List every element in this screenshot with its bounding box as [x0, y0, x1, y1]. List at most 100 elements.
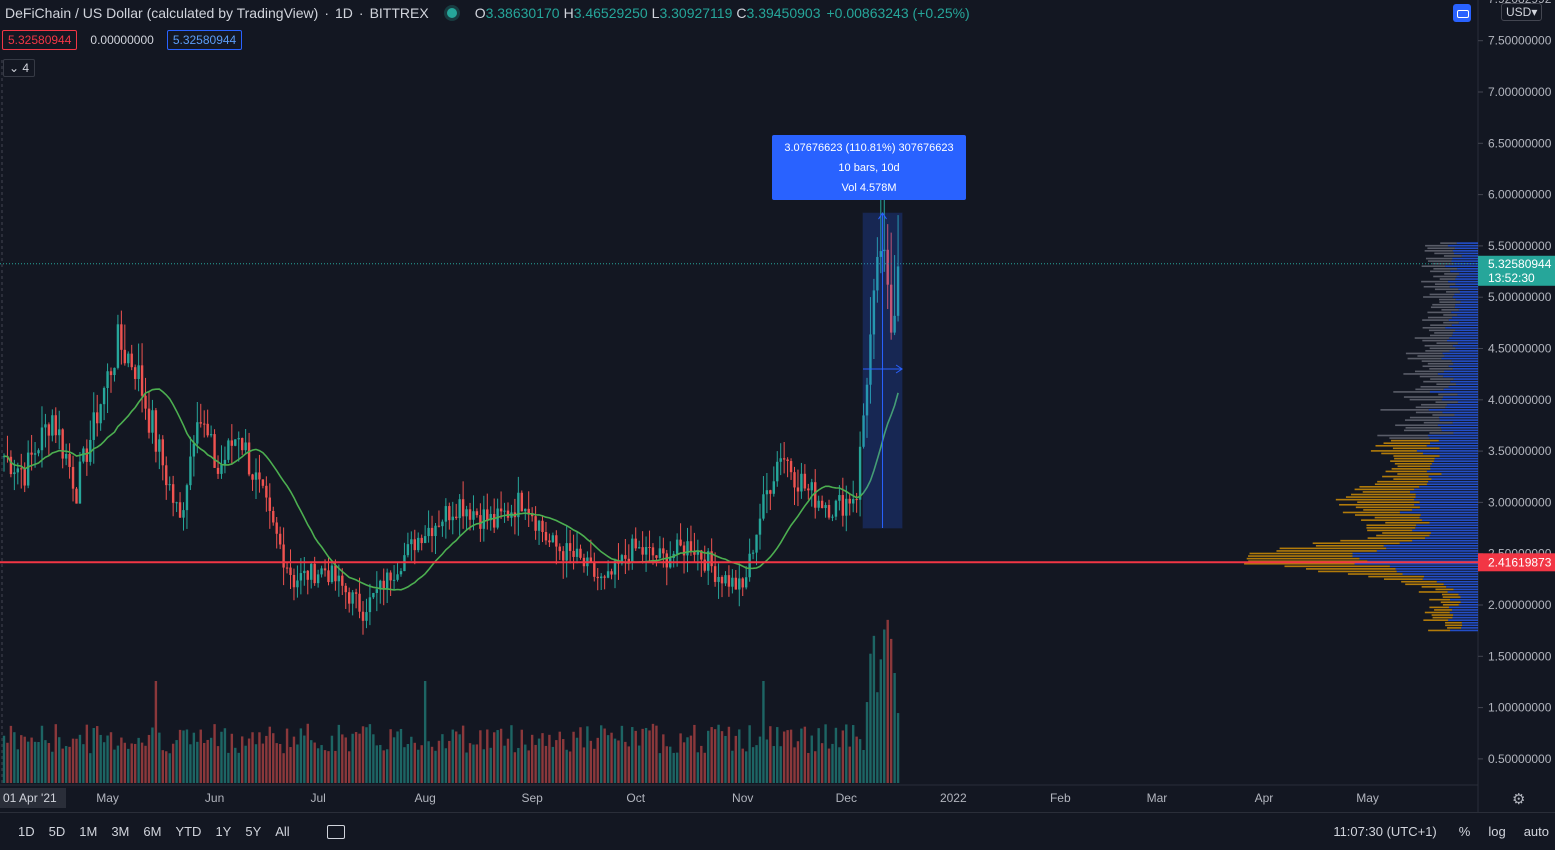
gear-icon[interactable]: ⚙ — [1512, 791, 1526, 808]
profile-bar-down — [1447, 627, 1462, 629]
profile-bar-up — [1459, 291, 1478, 293]
candle-body — [140, 365, 144, 396]
volume-bar — [489, 747, 492, 783]
profile-bar-down — [1420, 385, 1449, 388]
volume-bar — [637, 745, 641, 783]
profile-bar-up — [1415, 493, 1478, 496]
timeframe-3m[interactable]: 3M — [111, 824, 130, 839]
auto-toggle[interactable]: auto — [1523, 824, 1549, 839]
candle-body — [306, 570, 309, 580]
candle-body — [606, 571, 610, 578]
candle-body — [883, 249, 886, 252]
candle-body — [651, 547, 655, 556]
volume-bar — [631, 727, 634, 783]
candle-body — [820, 500, 824, 509]
candle-body — [461, 499, 465, 517]
profile-bar-up — [1448, 365, 1478, 368]
candle-body — [192, 443, 196, 457]
x-tick-label: May — [1356, 791, 1379, 805]
interval-label[interactable]: 1D — [335, 5, 353, 21]
volume-bar — [724, 735, 727, 783]
candle-body — [147, 408, 151, 433]
price-axis[interactable]: 7.50000000 7.00000000 6.50000000 6.00000000… — [1478, 0, 1552, 766]
volume-bar — [365, 727, 368, 783]
percent-toggle[interactable]: % — [1458, 824, 1471, 839]
candle-body — [51, 415, 54, 436]
volume-bar — [869, 653, 872, 783]
calendar-icon[interactable] — [326, 824, 345, 839]
candle-body — [151, 410, 154, 433]
bottom-toolbar: 1D 5D 1M 3M 6M YTD 1Y 5Y All 11:07:30 (UTC+1) % … — [0, 812, 1555, 850]
volume-bar — [99, 734, 102, 783]
timeframe-ytd[interactable]: YTD — [175, 824, 202, 839]
profile-bar-down — [1363, 509, 1412, 511]
candle-body — [751, 552, 755, 554]
profile-bar-down — [1423, 296, 1453, 298]
profile-bar-down — [1351, 493, 1416, 496]
volume-bar — [247, 738, 251, 783]
candle-body — [178, 502, 182, 518]
volume-bar — [123, 742, 127, 783]
candle-body — [862, 415, 865, 447]
candle-body — [558, 546, 561, 552]
candle-body — [834, 500, 838, 517]
profile-bar-down — [1439, 301, 1461, 303]
clock-label[interactable]: 11:07:30 (UTC+1) — [1333, 824, 1437, 839]
timeframe-all[interactable]: All — [275, 824, 290, 839]
profile-bar-up — [1444, 355, 1478, 357]
profile-bar-down — [1370, 450, 1417, 452]
timeframe-1m[interactable]: 1M — [79, 824, 98, 839]
candle-body — [261, 479, 265, 486]
candle-body — [220, 464, 223, 474]
volume-bar — [634, 730, 637, 783]
x-tick-label: Oct — [626, 791, 645, 805]
candle-body — [64, 454, 68, 459]
volume-bar — [717, 724, 720, 783]
candle-body — [165, 465, 168, 486]
timeframe-1d[interactable]: 1D — [18, 824, 35, 839]
time-axis[interactable]: 01 Apr '21 May Jun Jul Aug Sep Oct Nov Dec 2022 Fe… — [0, 788, 1379, 808]
symbol-title[interactable]: DeFiChain / US Dollar (calculated by Tra… — [5, 5, 319, 21]
volume-bar — [68, 746, 71, 783]
profile-bar-down — [1357, 501, 1420, 503]
profile-bar-down — [1376, 534, 1430, 537]
timeframe-1y[interactable]: 1Y — [215, 824, 232, 839]
volume-bar — [71, 738, 75, 783]
currency-select[interactable]: USD▾ — [1501, 3, 1543, 21]
price-range-measure[interactable]: 3.07676623 (110.81%) 307676623 10 bars, 1… — [772, 135, 966, 529]
profile-bar-down — [1436, 383, 1457, 386]
profile-bar-down — [1405, 352, 1443, 355]
volume-bar — [510, 725, 513, 783]
volume-bar — [593, 748, 596, 783]
profile-bar-down — [1443, 314, 1458, 316]
profile-bar-up — [1359, 557, 1478, 560]
profile-bar-up — [1443, 583, 1478, 586]
log-toggle[interactable]: log — [1488, 824, 1506, 839]
chart-layout-button[interactable] — [1453, 4, 1471, 22]
profile-bar-up — [1452, 332, 1478, 334]
indicators-collapse-button[interactable]: ⌄ 4 — [3, 59, 36, 77]
volume-bar — [441, 734, 444, 783]
profile-bar-down — [1441, 309, 1459, 311]
candle-body — [486, 509, 489, 521]
profile-bar-up — [1446, 586, 1478, 588]
volume-bar — [572, 731, 575, 783]
timeframe-5d[interactable]: 5D — [48, 824, 66, 839]
volume-bar — [85, 724, 89, 783]
profile-bar-up — [1412, 529, 1478, 532]
profile-bar-up — [1456, 275, 1478, 278]
profile-bar-down — [1403, 396, 1444, 398]
x-tick-label: 01 Apr '21 — [3, 791, 57, 805]
volume-bar — [582, 747, 586, 783]
volume-bar — [102, 742, 106, 783]
volume-bar — [558, 731, 561, 783]
candle-body — [234, 439, 237, 446]
profile-bar-up — [1399, 542, 1478, 545]
volume-bar — [838, 747, 841, 783]
timeframe-5y[interactable]: 5Y — [245, 824, 262, 839]
candle-body — [282, 544, 285, 568]
profile-bar-up — [1352, 552, 1478, 555]
timeframe-6m[interactable]: 6M — [143, 824, 162, 839]
candle-body — [579, 548, 582, 558]
